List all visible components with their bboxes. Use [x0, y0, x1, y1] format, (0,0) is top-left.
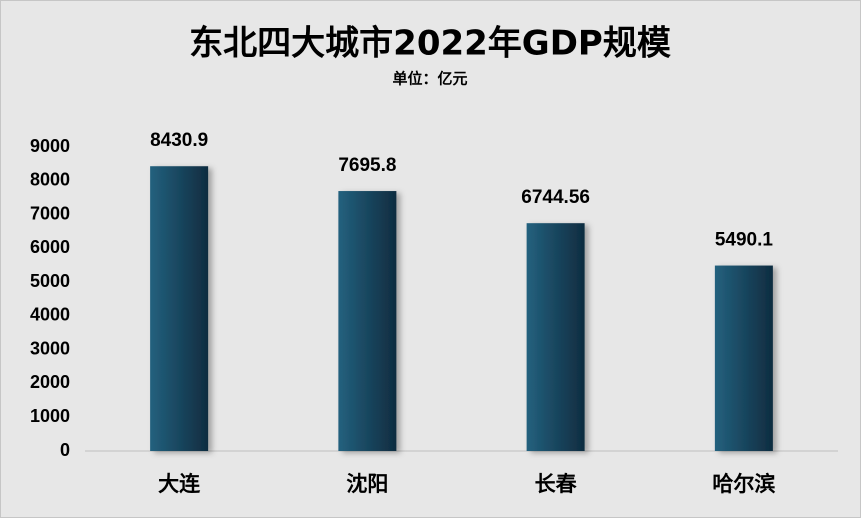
bar	[338, 191, 397, 451]
x-tick-label: 大连	[158, 472, 201, 496]
y-tick-label: 1000	[30, 406, 70, 426]
y-tick-label: 0	[60, 440, 70, 460]
y-tick-label: 5000	[30, 271, 70, 291]
bar	[526, 223, 585, 451]
x-tick-label: 哈尔滨	[712, 472, 775, 496]
data-label: 7695.8	[338, 155, 396, 176]
y-tick-label: 9000	[30, 136, 70, 156]
y-tick-label: 2000	[30, 372, 70, 392]
x-tick-label: 长春	[535, 472, 578, 496]
chart-title: 东北四大城市2022年GDP规模	[189, 24, 671, 64]
bar	[150, 166, 209, 451]
y-tick-label: 3000	[30, 338, 70, 358]
chart-subtitle: 单位：亿元	[392, 70, 467, 88]
y-tick-label: 8000	[30, 170, 70, 190]
y-tick-label: 4000	[30, 305, 70, 325]
data-label: 8430.9	[150, 130, 208, 151]
y-tick-label: 7000	[30, 203, 70, 223]
data-label: 6744.56	[521, 187, 590, 208]
bar	[714, 265, 773, 451]
data-label: 5490.1	[715, 230, 774, 251]
y-tick-label: 6000	[30, 237, 70, 257]
x-tick-label: 沈阳	[346, 472, 388, 496]
